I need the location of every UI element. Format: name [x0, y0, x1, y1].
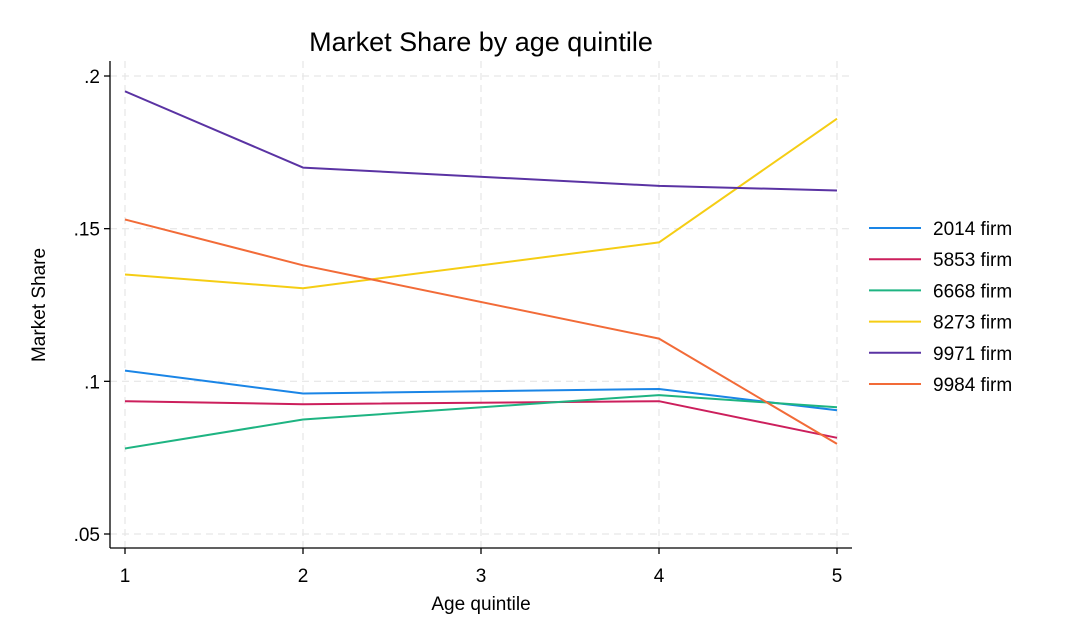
legend-label: 6668 firm — [933, 281, 1012, 302]
series-line-2014-firm — [124, 369, 838, 412]
x-tick-label: 2 — [298, 566, 309, 587]
y-tick-label: .1 — [84, 372, 100, 393]
legend-label: 5853 firm — [933, 250, 1012, 271]
x-tick-label: 3 — [476, 566, 487, 587]
y-tick-label: .2 — [84, 67, 100, 88]
series-lines — [124, 90, 838, 450]
x-tick-label: 5 — [832, 566, 843, 587]
series-line-9971-firm — [124, 90, 838, 192]
series-line-9984-firm — [124, 218, 838, 445]
y-axis-label: Market Share — [29, 248, 50, 362]
x-tick-label: 4 — [654, 566, 665, 587]
legend-label: 8273 firm — [933, 313, 1012, 334]
axes: .05 .1 .15 .2 1 2 3 4 5 — [74, 61, 852, 587]
y-tick-label: .05 — [74, 525, 100, 546]
x-axis-label: Age quintile — [431, 594, 530, 615]
chart-title: Market Share by age quintile — [309, 27, 653, 57]
legend-label: 2014 firm — [933, 219, 1012, 240]
x-tick-label: 1 — [120, 566, 131, 587]
series-line-5853-firm — [124, 400, 838, 439]
legend: 2014 firm 5853 firm 6668 firm 8273 firm 9971… — [869, 219, 1012, 396]
y-tick-label: .15 — [74, 220, 100, 241]
legend-label: 9971 firm — [933, 344, 1012, 365]
grid — [110, 61, 852, 548]
legend-label: 9984 firm — [933, 375, 1012, 396]
series-line-6668-firm — [124, 394, 838, 450]
series-line-8273-firm — [124, 117, 838, 290]
